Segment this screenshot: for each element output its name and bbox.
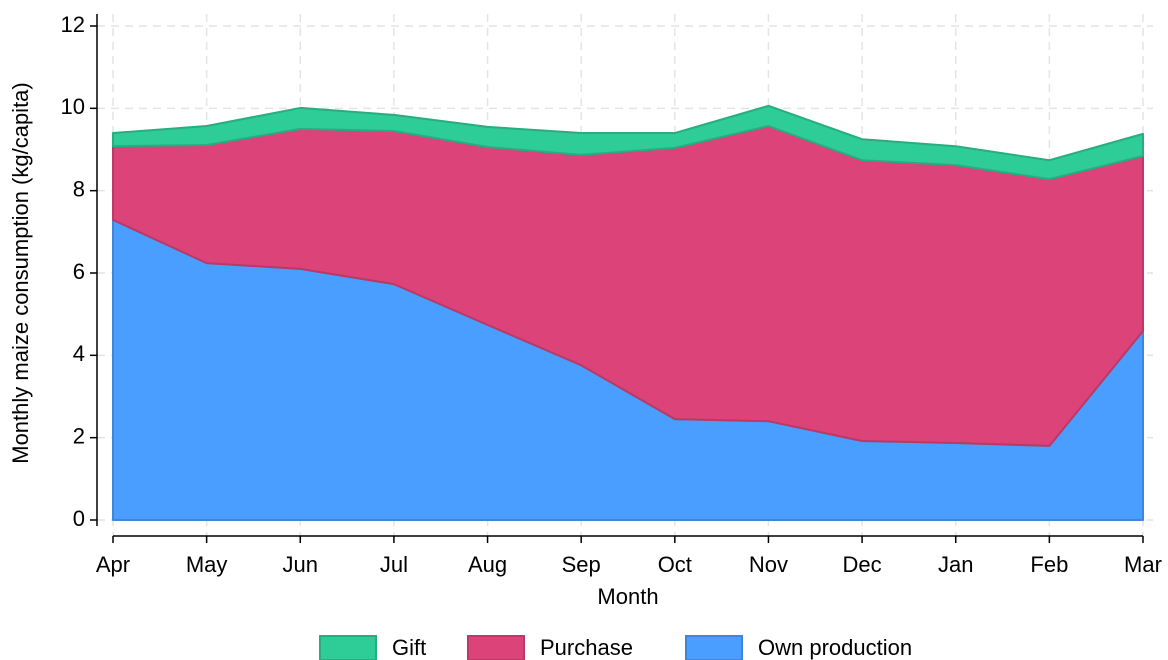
x-tick-label: Nov xyxy=(749,552,788,577)
legend-label: Gift xyxy=(392,635,426,660)
x-axis-label: Month xyxy=(597,584,658,609)
y-axis-label: Monthly maize consumption (kg/capita) xyxy=(8,82,33,464)
x-tick-label: Jun xyxy=(283,552,318,577)
y-tick-label: 10 xyxy=(61,94,85,119)
x-tick-label: May xyxy=(186,552,228,577)
y-tick-label: 12 xyxy=(61,12,85,37)
legend-swatch xyxy=(685,635,743,660)
x-tick-label: Jan xyxy=(938,552,973,577)
legend-label: Purchase xyxy=(540,635,633,660)
legend-swatch xyxy=(467,635,525,660)
x-tick-label: Sep xyxy=(562,552,601,577)
x-tick-label: Dec xyxy=(843,552,882,577)
x-tick-label: Mar xyxy=(1124,552,1162,577)
y-tick-label: 6 xyxy=(73,259,85,284)
y-tick-label: 4 xyxy=(73,341,85,366)
legend-label: Own production xyxy=(758,635,912,660)
x-tick-label: Apr xyxy=(96,552,130,577)
legend-swatch xyxy=(319,635,377,660)
x-tick-label: Jul xyxy=(380,552,408,577)
y-tick-label: 0 xyxy=(73,506,85,531)
x-tick-label: Oct xyxy=(658,552,692,577)
y-tick-label: 2 xyxy=(73,423,85,448)
area xyxy=(112,104,1144,181)
x-tick-label: Aug xyxy=(468,552,507,577)
y-tick-label: 8 xyxy=(73,176,85,201)
x-tick-label: Feb xyxy=(1030,552,1068,577)
